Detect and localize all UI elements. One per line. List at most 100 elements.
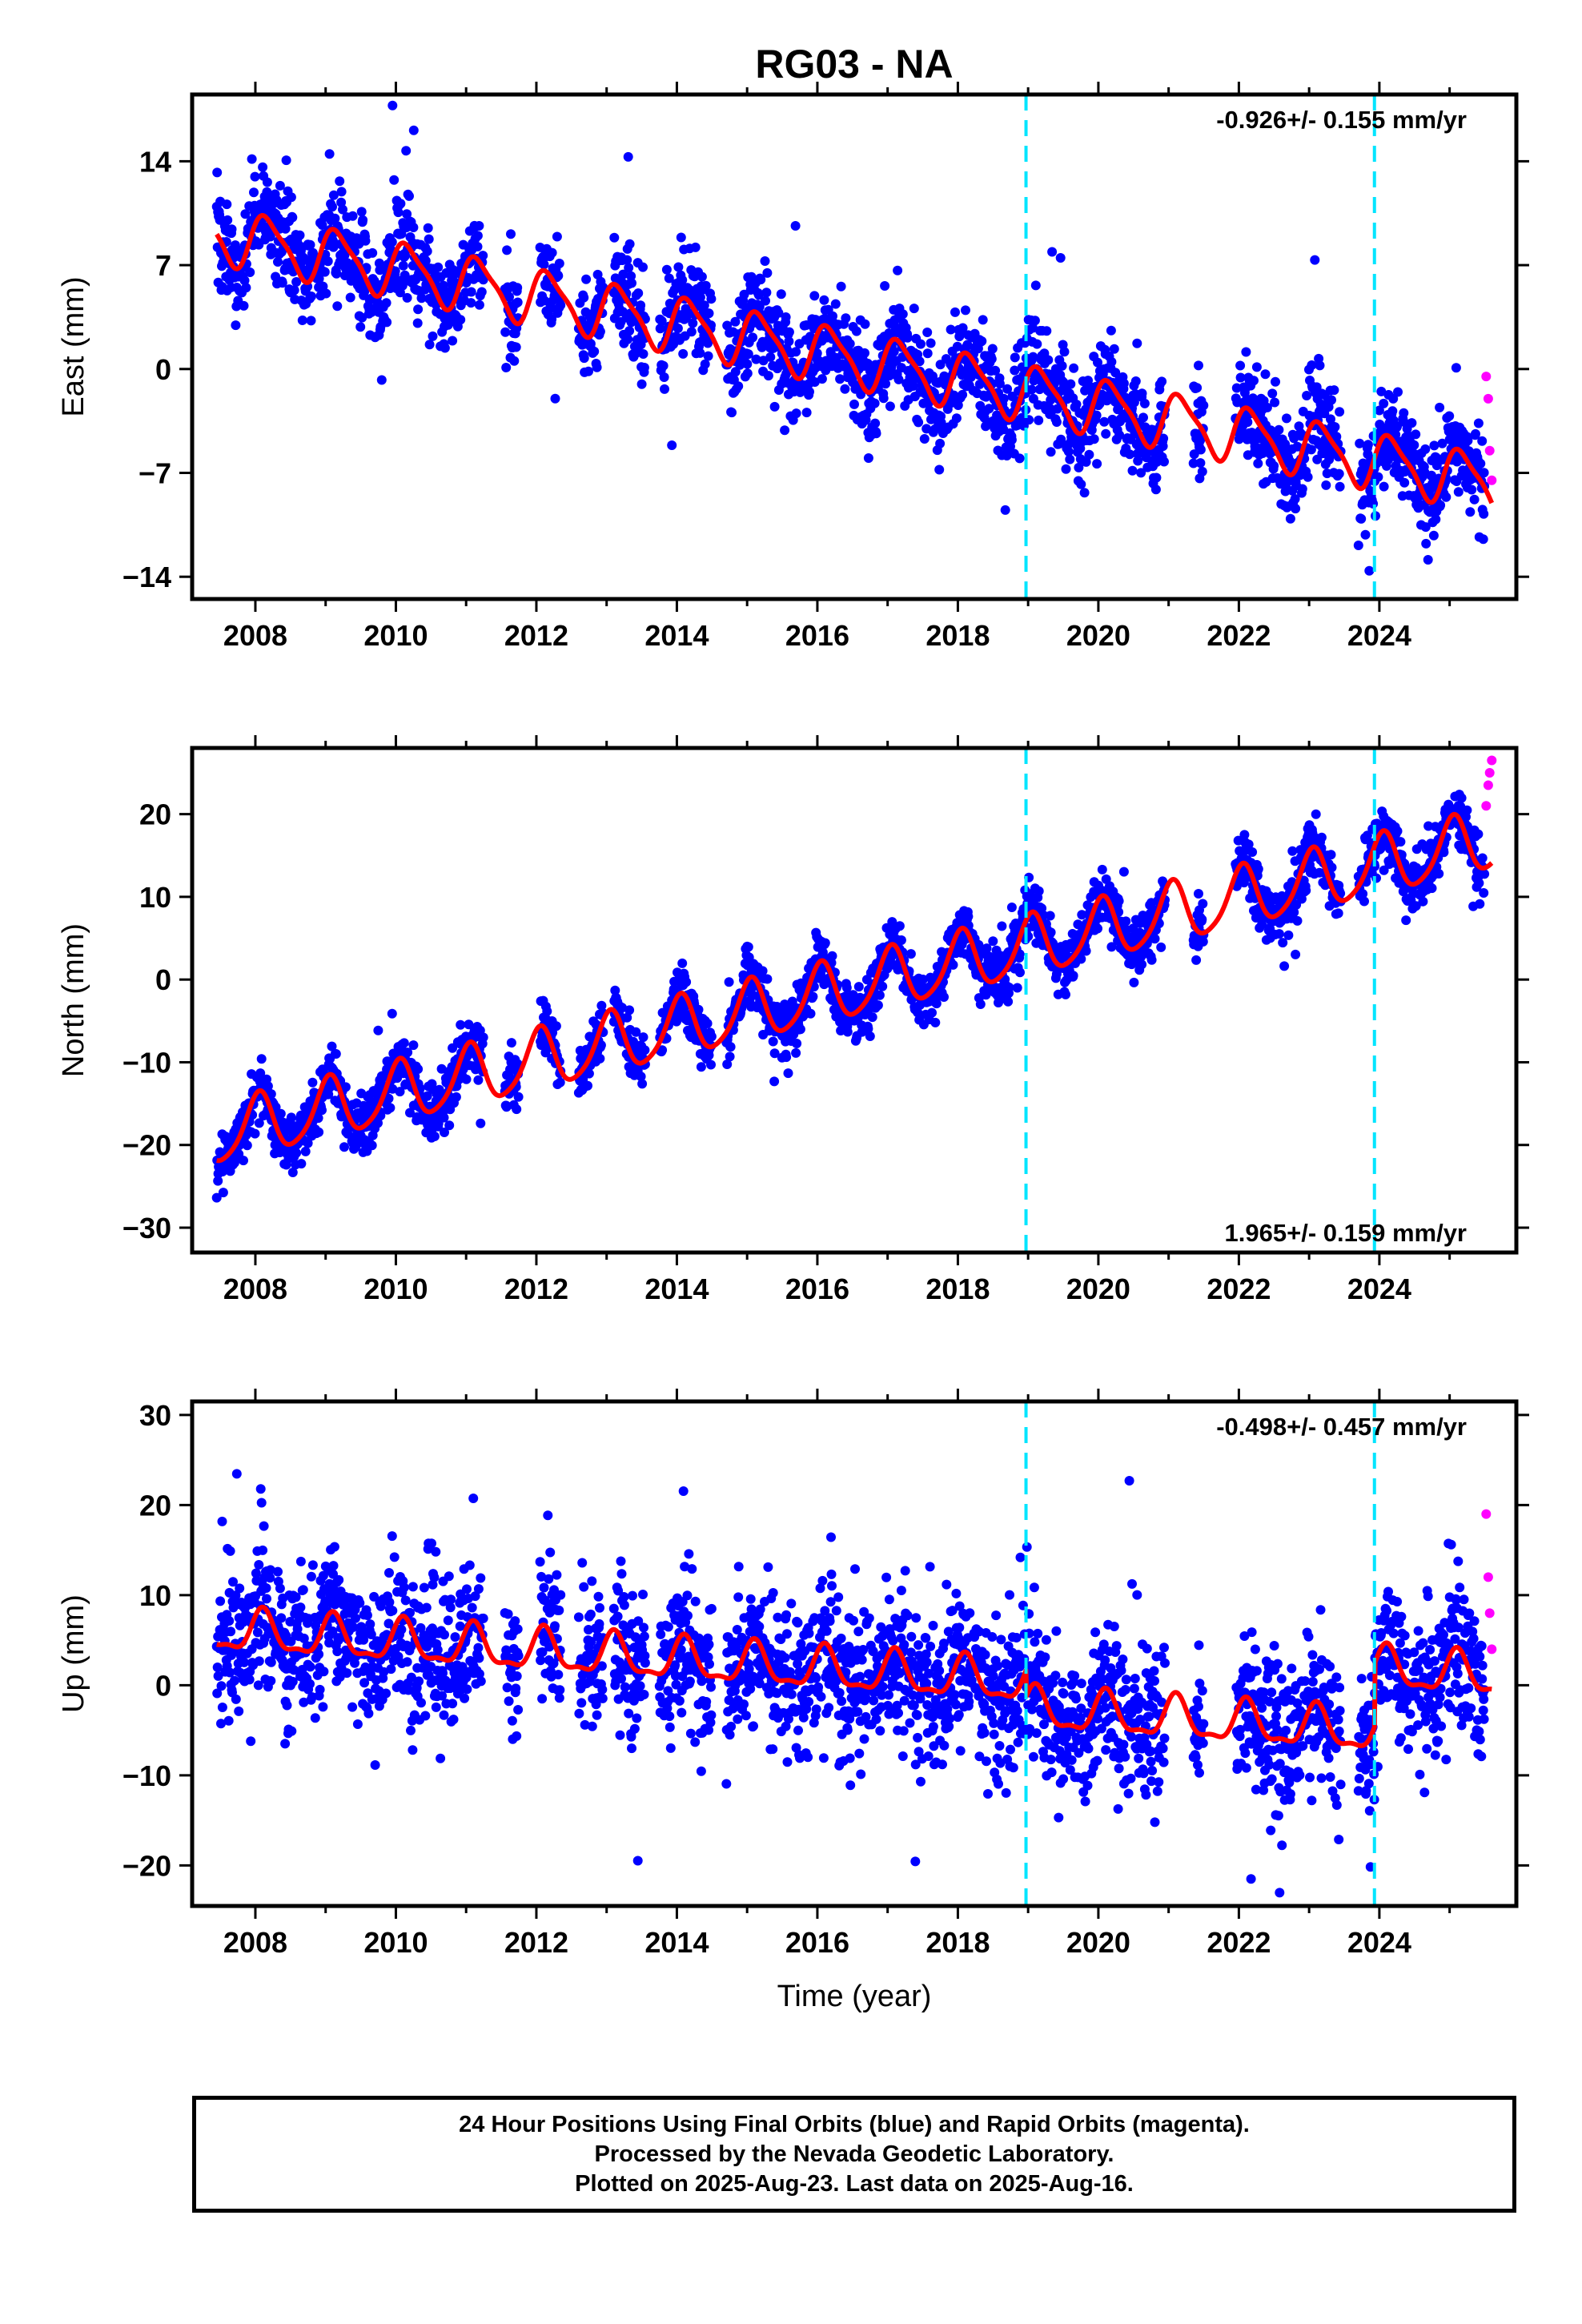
final-orbit-point (408, 125, 419, 135)
final-orbit-point (461, 1074, 472, 1084)
final-orbit-point (339, 1142, 349, 1152)
final-orbit-point (262, 177, 272, 187)
final-orbit-point (1301, 886, 1311, 895)
final-orbit-point (990, 365, 1001, 376)
final-orbit-point (595, 1053, 605, 1063)
final-orbit-point (472, 242, 483, 251)
final-orbit-point (1243, 417, 1253, 428)
final-orbit-point (512, 297, 523, 308)
final-orbit-point (1411, 429, 1421, 440)
final-orbit-point (1002, 384, 1013, 394)
final-orbit-point (422, 1091, 432, 1101)
final-orbit-point (402, 209, 412, 219)
final-orbit-point (1079, 488, 1090, 498)
final-orbit-point (1197, 466, 1207, 476)
x-tick-label: 2020 (1066, 619, 1130, 652)
final-orbit-point (730, 316, 741, 327)
final-orbit-point (742, 359, 753, 369)
final-orbit-point (393, 207, 404, 218)
final-orbit-point (1271, 376, 1280, 387)
final-orbit-point (396, 199, 406, 209)
final-orbit-point (473, 1075, 484, 1085)
final-orbit-point (476, 287, 487, 297)
final-orbit-point (240, 209, 251, 219)
final-orbit-point (1329, 385, 1339, 396)
final-orbit-point (1420, 444, 1431, 454)
final-orbit-point (836, 281, 846, 292)
final-orbit-point (704, 308, 714, 319)
final-orbit-point (1393, 387, 1403, 397)
final-orbit-point (1334, 468, 1344, 479)
final-orbit-point (581, 274, 592, 284)
final-orbit-point (624, 263, 634, 273)
final-orbit-point (1292, 915, 1303, 926)
final-orbit-point (1199, 400, 1209, 411)
final-orbit-point (542, 1006, 552, 1016)
final-orbit-point (805, 1008, 816, 1019)
final-orbit-point (1316, 832, 1327, 842)
final-orbit-point (423, 223, 433, 233)
final-orbit-point (314, 274, 324, 283)
final-orbit-point (328, 242, 339, 252)
final-orbit-point (247, 154, 257, 164)
final-orbit-point (902, 332, 913, 343)
rate-label-east: -0.926+/- 0.155 mm/yr (1216, 106, 1467, 134)
final-orbit-point (1379, 481, 1389, 492)
final-orbit-point (695, 292, 705, 303)
final-orbit-point (340, 1082, 351, 1092)
final-orbit-point (478, 275, 488, 285)
final-orbit-point (842, 1027, 853, 1037)
final-orbit-point (336, 187, 347, 197)
final-orbit-point (1253, 864, 1263, 875)
final-orbit-point (436, 1063, 447, 1074)
final-orbit-point (287, 212, 298, 223)
final-orbit-point (946, 324, 956, 335)
final-orbit-point (1249, 376, 1259, 386)
final-orbit-point (1473, 418, 1484, 428)
final-orbit-point (860, 319, 870, 329)
final-orbit-point (1158, 433, 1169, 444)
final-orbit-point (374, 258, 384, 268)
final-orbit-point (501, 1102, 512, 1112)
final-orbit-point (702, 1019, 713, 1028)
final-orbit-point (1353, 541, 1363, 550)
final-orbit-point (637, 1079, 648, 1089)
final-orbit-point (791, 1047, 801, 1058)
final-orbit-point (762, 974, 773, 984)
final-orbit-point (877, 981, 888, 991)
final-orbit-point (297, 316, 307, 325)
final-orbit-point (501, 363, 512, 372)
final-orbit-point (638, 1032, 648, 1043)
final-orbit-point (1270, 397, 1280, 408)
final-orbit-point (277, 278, 287, 288)
final-orbit-point (809, 291, 820, 301)
final-orbit-point (1291, 949, 1301, 959)
final-orbit-point (1045, 911, 1055, 921)
final-orbit-point (1121, 916, 1131, 927)
final-orbit-point (1469, 494, 1480, 505)
final-orbit-point (987, 344, 998, 354)
final-orbit-point (583, 1080, 592, 1091)
final-orbit-point (1279, 961, 1290, 971)
final-orbit-point (963, 911, 974, 922)
final-orbit-point (1097, 864, 1107, 875)
final-orbit-point (1292, 441, 1303, 452)
y-tick-label: −7 (139, 457, 171, 490)
final-orbit-point (339, 271, 350, 280)
final-orbit-point (295, 230, 305, 240)
final-orbit-point (638, 349, 648, 359)
final-orbit-point (840, 384, 850, 394)
final-orbit-point (1435, 500, 1446, 510)
final-orbit-point (922, 328, 933, 337)
final-orbit-point (1421, 538, 1431, 549)
final-orbit-point (266, 1089, 276, 1100)
final-orbit-point (1114, 896, 1124, 907)
final-orbit-point (727, 408, 737, 418)
final-orbit-point (677, 275, 688, 285)
final-orbit-point (367, 1140, 377, 1151)
final-orbit-point (589, 346, 600, 356)
final-orbit-point (1359, 896, 1369, 907)
final-orbit-point (390, 266, 400, 276)
y-tick-label: 7 (155, 249, 171, 282)
final-orbit-point (742, 368, 753, 379)
